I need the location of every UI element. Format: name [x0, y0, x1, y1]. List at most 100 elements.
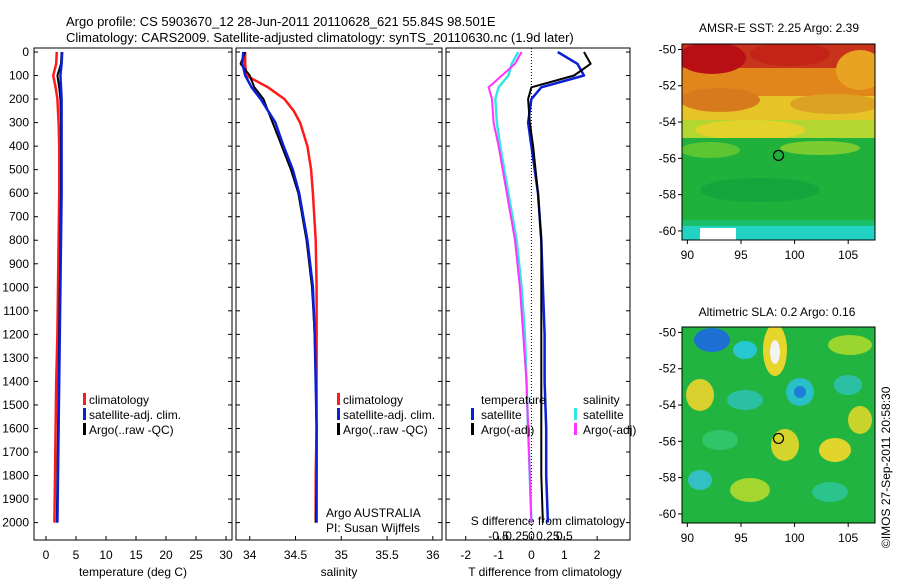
x-tick-label: 34.5 — [284, 548, 308, 562]
lat-tick-label: -52 — [659, 79, 677, 93]
temperature-panel — [33, 47, 233, 541]
depth-tick-label: 400 — [9, 139, 29, 153]
salinity-axis-label: salinity — [321, 565, 358, 579]
x-tick-label: 5 — [73, 548, 80, 562]
lon-tick-label: 100 — [785, 248, 805, 262]
series-line-argo-raw-qc- — [56, 51, 64, 523]
s-tick-label: -0.25 — [501, 529, 529, 543]
salinity-legend: climatology satellite-adj. clim. Argo(..… — [326, 393, 435, 535]
series-line-climatology — [243, 52, 318, 523]
sst-map — [682, 44, 875, 240]
depth-tick-label: 500 — [9, 163, 29, 177]
legend-swatch-satellite — [337, 408, 340, 420]
t-difference-axis-label: T difference from climatology — [468, 565, 622, 579]
lon-tick-label: 105 — [838, 531, 858, 545]
depth-tick-label: 600 — [9, 186, 29, 200]
legend-swatch-argo — [337, 423, 340, 435]
sst-lat-ticks: -50 -52 -54 -56 -58 -60 — [659, 42, 682, 238]
imos-watermark: ©IMOS 27-Sep-2011 20:58:30 — [879, 386, 893, 548]
legend-salinity-heading: salinity — [583, 393, 620, 407]
lat-tick-label: -58 — [659, 471, 677, 485]
s-tick-label: 0 — [528, 529, 535, 543]
depth-tick-label: 1300 — [2, 351, 29, 365]
x-tick-label: 25 — [189, 548, 203, 562]
depth-tick-label: 800 — [9, 233, 29, 247]
depth-tick-label: 2000 — [2, 516, 29, 530]
legend-swatch-climatology — [337, 393, 340, 405]
lon-tick-label: 95 — [734, 248, 748, 262]
s-tick-label: 0.25 — [536, 529, 560, 543]
legend-swatch-climatology — [83, 393, 86, 405]
lon-tick-label: 100 — [785, 531, 805, 545]
lon-tick-label: 90 — [681, 531, 695, 545]
s-tick-label: -0.5 — [488, 529, 509, 543]
depth-tick-label: 0 — [22, 45, 29, 59]
temperature-x-ticks: 0 5 10 15 20 25 30 — [43, 536, 233, 562]
x-tick-label: -2 — [460, 548, 471, 562]
depth-tick-label: 1400 — [2, 374, 29, 388]
lat-tick-label: -58 — [659, 188, 677, 202]
x-tick-label: 35 — [335, 548, 349, 562]
legend-satellite-adj: satellite-adj. clim. — [89, 408, 181, 422]
legend-swatch-s-satellite — [574, 408, 577, 420]
depth-tick-label: 1200 — [2, 327, 29, 341]
lat-tick-label: -50 — [659, 42, 677, 56]
x-tick-label: 15 — [129, 548, 143, 562]
depth-tick-label: 300 — [9, 116, 29, 130]
series-line-satellite-adj-clim- — [239, 51, 318, 523]
legend-swatch-satellite — [83, 408, 86, 420]
sst-map-title: AMSR-E SST: 2.25 Argo: 2.39 — [699, 21, 859, 35]
legend-argo-raw: Argo(..raw -QC) — [89, 423, 174, 437]
salinity-series — [239, 51, 318, 523]
depth-tick-label: 1800 — [2, 469, 29, 483]
x-tick-label: 35.5 — [375, 548, 399, 562]
x-tick-label: 2 — [594, 548, 601, 562]
lat-tick-label: -54 — [659, 398, 677, 412]
difference-legend: temperature satellite Argo(-adj) salinit… — [471, 393, 636, 437]
salinity-panel — [235, 47, 443, 541]
legend-swatch-s-argo — [574, 423, 577, 435]
legend-s-satellite: satellite — [583, 408, 624, 422]
pi-label: PI: Susan Wijffels — [326, 521, 420, 535]
depth-tick-label: 1700 — [2, 445, 29, 459]
figure-title-line2: Climatology: CARS2009. Satellite-adjuste… — [66, 30, 574, 45]
legend-swatch-argo — [83, 423, 86, 435]
sst-map-frame — [681, 43, 876, 241]
sla-map-frame — [681, 326, 876, 524]
series-line-temperature-satellite — [526, 50, 586, 523]
legend-s-argo: Argo(-adj) — [583, 423, 636, 437]
legend-climatology: climatology — [89, 393, 149, 407]
series-line-argo-raw-qc- — [241, 51, 318, 523]
lat-tick-label: -52 — [659, 362, 677, 376]
x-tick-label: 30 — [219, 548, 233, 562]
lat-tick-label: -50 — [659, 325, 677, 339]
lat-tick-label: -60 — [659, 507, 677, 521]
lat-tick-label: -60 — [659, 224, 677, 238]
legend-temperature-heading: temperature — [481, 393, 546, 407]
lat-tick-label: -56 — [659, 151, 677, 165]
lat-tick-label: -56 — [659, 434, 677, 448]
depth-tick-label: 1000 — [2, 280, 29, 294]
difference-series — [487, 50, 592, 523]
t-difference-x-ticks: -2 -1 0 1 2 — [460, 536, 601, 562]
series-line-temperature-argo-adj- — [527, 51, 592, 523]
legend-t-satellite: satellite — [481, 408, 522, 422]
legend-swatch-t-argo — [471, 423, 474, 435]
series-line-salinity-argo-adj- — [487, 51, 533, 523]
series-line-salinity-satellite — [494, 51, 533, 523]
sla-map — [682, 327, 875, 523]
x-tick-label: 10 — [99, 548, 113, 562]
depth-tick-label: 900 — [9, 257, 29, 271]
depth-tick-label: 200 — [9, 92, 29, 106]
sla-lat-ticks: -50 -52 -54 -56 -58 -60 — [659, 325, 682, 521]
x-tick-label: -1 — [493, 548, 504, 562]
legend-satellite-adj: satellite-adj. clim. — [343, 408, 435, 422]
sla-lon-ticks: 90 95 100 105 — [681, 523, 859, 545]
depth-tick-label: 1900 — [2, 492, 29, 506]
legend-t-argo: Argo(-adj) — [481, 423, 534, 437]
lon-tick-label: 95 — [734, 531, 748, 545]
depth-tick-label: 100 — [9, 69, 29, 83]
x-tick-label: 0 — [528, 548, 535, 562]
argo-position-marker — [772, 432, 785, 445]
